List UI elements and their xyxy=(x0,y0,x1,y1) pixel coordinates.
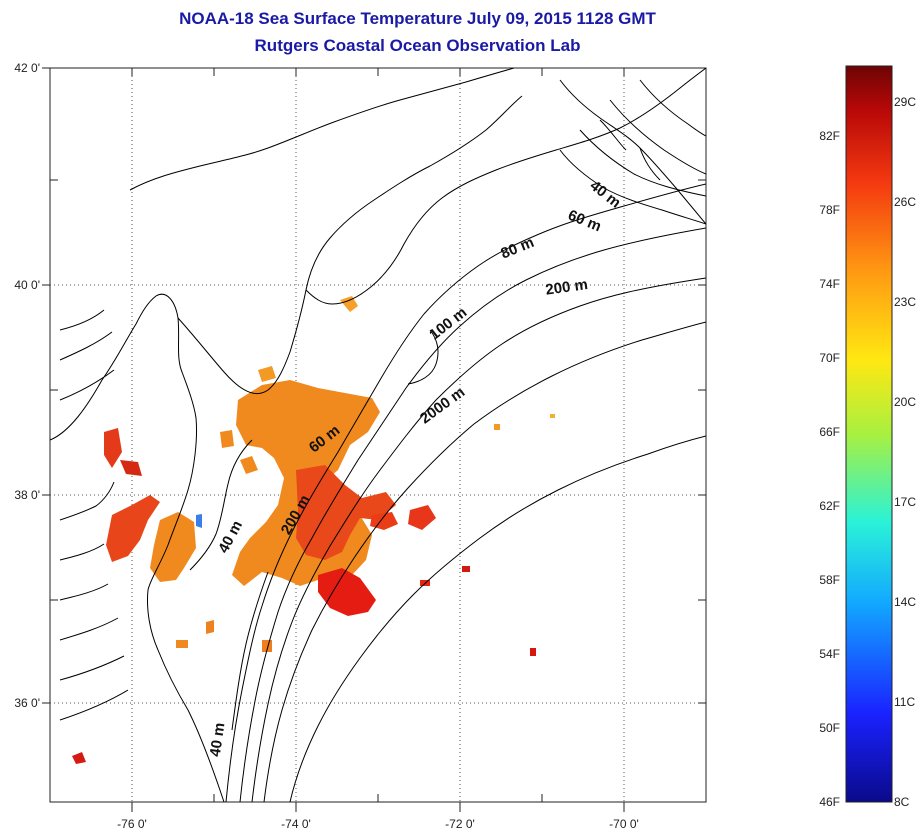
sst-patch-cool xyxy=(196,514,202,528)
fahrenheit-label: 74F xyxy=(819,277,840,291)
longitude-labels: -76 0' -74 0' -72 0' -70 0' xyxy=(117,817,639,831)
fahrenheit-label: 66F xyxy=(819,425,840,439)
sst-patch-nj xyxy=(340,296,358,312)
sst-patch-de xyxy=(258,366,276,382)
colorbar-gradient xyxy=(845,65,893,803)
fahrenheit-label: 54F xyxy=(819,647,840,661)
temperature-colorbar: 82F 78F 74F 70F 66F 62F 58F 54F 50F 46F … xyxy=(819,65,916,809)
latitude-labels: 42 0' 40 0' 38 0' 36 0' xyxy=(14,61,40,710)
colorbar-fahrenheit-labels: 82F 78F 74F 70F 66F 62F 58F 54F 50F 46F xyxy=(819,129,840,809)
celsius-label: 23C xyxy=(894,295,916,309)
lon-label: -70 0' xyxy=(609,817,639,831)
lon-label: -74 0' xyxy=(281,817,311,831)
lat-label: 40 0' xyxy=(14,278,40,292)
celsius-label: 14C xyxy=(894,595,916,609)
colorbar-celsius-labels: 29C 26C 23C 20C 17C 14C 11C 8C xyxy=(894,95,916,809)
lat-label: 36 0' xyxy=(14,696,40,710)
map-title: NOAA-18 Sea Surface Temperature July 09,… xyxy=(179,9,656,28)
celsius-label: 17C xyxy=(894,495,916,509)
celsius-label: 8C xyxy=(894,795,910,809)
celsius-label: 11C xyxy=(894,695,915,709)
sst-patch-chesapeake xyxy=(106,495,160,562)
lat-label: 42 0' xyxy=(14,61,40,75)
fahrenheit-label: 50F xyxy=(819,721,840,735)
sst-patch-chesapeake-north xyxy=(104,428,122,468)
depth-label: 200 m xyxy=(544,276,588,299)
axis-ticks xyxy=(42,67,706,812)
fahrenheit-label: 78F xyxy=(819,203,840,217)
fahrenheit-label: 82F xyxy=(819,129,840,143)
lon-label: -76 0' xyxy=(117,817,147,831)
sst-patch-offshore xyxy=(296,465,396,560)
lat-label: 38 0' xyxy=(14,488,40,502)
lon-label: -72 0' xyxy=(445,817,475,831)
fahrenheit-label: 62F xyxy=(819,499,840,513)
sst-patch-chesapeake-mid xyxy=(120,460,142,476)
celsius-label: 29C xyxy=(894,95,916,109)
fahrenheit-label: 46F xyxy=(819,795,840,809)
fahrenheit-label: 70F xyxy=(819,351,840,365)
map-panel: 40 m 60 m 80 m 200 m 100 m 2000 m 60 m 2… xyxy=(14,61,707,831)
celsius-label: 26C xyxy=(894,195,916,209)
bathymetry-contours xyxy=(225,79,706,802)
celsius-label: 20C xyxy=(894,395,916,409)
coastline xyxy=(50,68,706,802)
sst-patch-south xyxy=(318,568,376,616)
sst-patch-small-2 xyxy=(408,505,436,530)
map-subtitle: Rutgers Coastal Ocean Observation Lab xyxy=(254,36,581,55)
sst-patch-bay-mouth xyxy=(150,512,196,582)
map-frame xyxy=(49,67,707,803)
depth-label: 40 m xyxy=(207,722,229,758)
fahrenheit-label: 58F xyxy=(819,573,840,587)
sst-patches xyxy=(72,296,555,764)
